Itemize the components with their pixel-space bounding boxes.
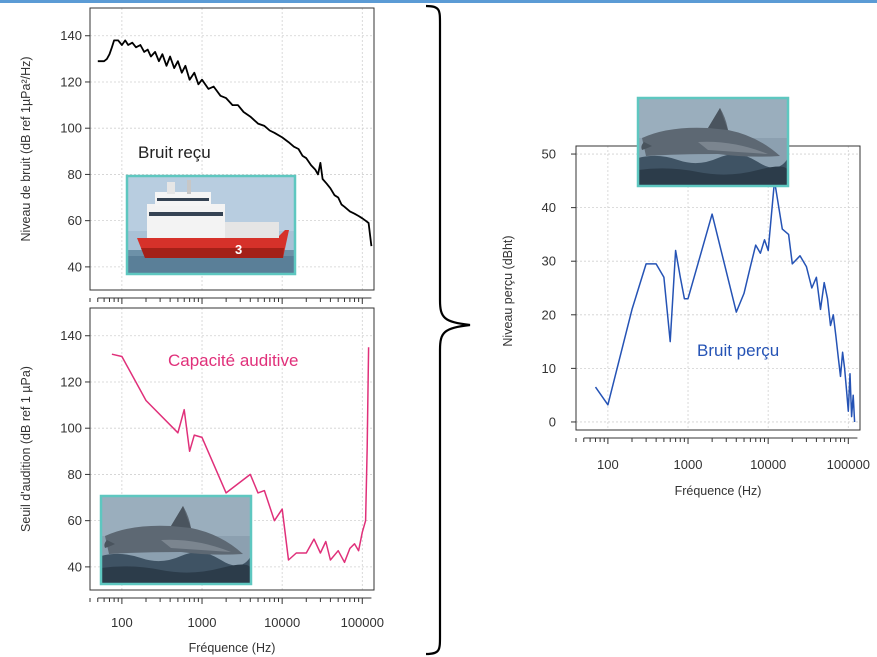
hearing-threshold-panel: 40 60 80 100 120 140 100 1000 10000 100000 Fréquen… (19, 307, 384, 655)
x-tick-label: 100 (597, 457, 619, 472)
x-tick-label: 10000 (264, 615, 300, 630)
y-tick-label: 20 (542, 307, 556, 322)
y-tick-label: 100 (60, 121, 82, 136)
y-tick-label: 80 (68, 167, 82, 182)
plot-frame (89, 307, 375, 591)
ship-photo (125, 174, 297, 276)
x-axis-title: Fréquence (Hz) (189, 641, 276, 655)
y-tick-label: 120 (60, 374, 82, 389)
y-tick-label: 40 (542, 200, 556, 215)
y-tick-label: 0 (549, 414, 556, 429)
noise-series-line (97, 39, 373, 247)
y-tick-label: 80 (68, 467, 82, 482)
y-tick-label: 40 (68, 259, 82, 274)
dolphin-photo (636, 96, 790, 188)
y-tick-label: 40 (68, 559, 82, 574)
top-accent-bar (0, 0, 877, 3)
x-tick-label: 1000 (674, 457, 703, 472)
x-tick-label: 100000 (827, 457, 870, 472)
y-axis-title: Niveau de bruit (dB ref 1µPa²/Hz) (19, 56, 33, 241)
x-tick-label: 10000 (750, 457, 786, 472)
y-tick-label: 10 (542, 361, 556, 376)
perceived-series-line (594, 180, 856, 423)
plot-frame (89, 7, 375, 291)
x-tick-label: 100 (111, 615, 133, 630)
y-tick-label: 120 (60, 74, 82, 89)
perceived-noise-panel: 0 10 20 30 40 50 100 1000 10000 100000 Fréquence (… (501, 96, 870, 498)
hearing-annotation: Capacité auditive (168, 351, 298, 370)
noise-spectrum-panel: 40 60 80 100 120 140 Niveau de bruit (dB ref 1… (19, 7, 375, 304)
y-tick-label: 140 (60, 328, 82, 343)
x-tick-label: 100000 (341, 615, 384, 630)
x-tick-label: 1000 (188, 615, 217, 630)
y-tick-label: 30 (542, 254, 556, 269)
y-tick-label: 60 (68, 513, 82, 528)
y-tick-label: 60 (68, 213, 82, 228)
x-axis-title: Fréquence (Hz) (675, 484, 762, 498)
y-tick-label: 50 (542, 147, 556, 162)
dolphin-photo (99, 494, 253, 586)
y-axis-title: Niveau perçu (dBht) (501, 235, 515, 346)
y-tick-label: 100 (60, 421, 82, 436)
curly-brace (425, 4, 471, 656)
hearing-series-line (111, 347, 370, 564)
y-tick-label: 140 (60, 28, 82, 43)
y-axis-title: Seuil d'audition (dB ref 1 µPa) (19, 366, 33, 532)
perceived-annotation: Bruit perçu (697, 341, 779, 360)
noise-annotation: Bruit reçu (138, 143, 211, 162)
